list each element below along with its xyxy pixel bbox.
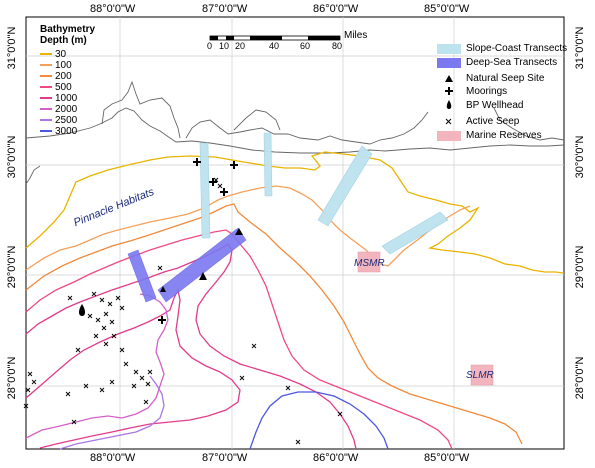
contour-3000 (249, 391, 389, 450)
contour-2500 (59, 375, 165, 450)
deep-sea-transect-icon (437, 58, 461, 68)
depth-contours (25, 151, 565, 450)
scale-unit: Miles (344, 30, 368, 41)
right-lat-label: 31°0'0"N (574, 26, 586, 70)
right-lat-label: 29°0'0"N (574, 245, 586, 289)
depth-swatch-icon (40, 86, 52, 89)
depth-legend-item: 3000 (40, 126, 77, 137)
bottom-lon-label: 87°0'0"W (202, 452, 248, 464)
legend-moorings: Moorings (466, 86, 508, 97)
bottom-lon-label: 88°0'0"W (90, 452, 136, 464)
depth-label: 2000 (55, 104, 78, 115)
mooring-cross (158, 316, 166, 324)
moorings (158, 158, 238, 324)
depth-swatch-icon (40, 108, 52, 111)
depth-legend-item: 200 (40, 71, 72, 82)
left-lat-label: 28°0'0"N (6, 356, 18, 400)
depth-swatch-icon (40, 53, 52, 56)
legend-subtitle: Depth (m) (40, 35, 87, 46)
scale-tick: 60 (300, 41, 311, 51)
bathymetry-legend-title: Bathymetry Depth (m) (40, 24, 95, 46)
contour-30 (25, 151, 565, 274)
slmr-reserve (470, 364, 494, 386)
seep-triangle (160, 286, 166, 292)
legend-title-line: Bathymetry (40, 24, 96, 35)
contour-2000 (25, 293, 169, 439)
slope-coast-transects (199, 132, 449, 255)
depth-swatch-icon (40, 119, 52, 122)
top-lon-label: 87°0'0"W (202, 3, 248, 15)
natural-seep-sites (160, 228, 243, 292)
top-lon-label: 85°0'0"W (424, 3, 470, 15)
bottom-lon-label: 85°0'0"W (424, 452, 470, 464)
cross-icon (445, 87, 453, 95)
depth-label: 30 (55, 49, 67, 60)
slmr-label: SLMR (466, 370, 494, 381)
top-lon-label: 88°0'0"W (90, 3, 136, 15)
scale-tick: 10 (219, 41, 230, 51)
legend-natural-seep: Natural Seep Site (466, 73, 545, 84)
depth-label: 100 (55, 60, 72, 71)
x-icon (445, 118, 452, 125)
legend-marine-reserves: Marine Reserves (466, 130, 542, 141)
depth-legend-item: 500 (40, 82, 72, 93)
mooring-cross (220, 188, 228, 196)
left-lat-label: 31°0'0"N (6, 26, 18, 70)
depth-label: 1000 (55, 93, 78, 104)
mooring-cross (209, 178, 217, 186)
left-lat-label: 30°0'0"N (6, 135, 18, 179)
left-lat-label: 29°0'0"N (6, 245, 18, 289)
deep-sea-transects (127, 227, 247, 303)
coastline (25, 80, 565, 185)
right-lat-label: 28°0'0"N (574, 356, 586, 400)
mooring-cross (193, 158, 201, 166)
mooring-cross (230, 161, 238, 169)
scale-tick: 40 (269, 41, 280, 51)
depth-swatch-icon (40, 64, 52, 67)
drop-icon (446, 100, 452, 109)
contour-1000-b (25, 288, 241, 449)
triangle-icon (445, 75, 453, 82)
marine-reserves (357, 251, 494, 386)
seep-triangle (199, 272, 207, 280)
legend-deep-sea: Deep-Sea Transects (466, 57, 558, 68)
graticule (26, 17, 564, 449)
contour-200 (25, 203, 523, 445)
contour-100 (25, 185, 471, 271)
depth-label: 2500 (55, 115, 78, 126)
depth-swatch-icon (40, 130, 52, 133)
scale-tick: 0 (207, 41, 213, 51)
bp-wellhead-icon (79, 304, 85, 316)
depth-label: 500 (55, 82, 72, 93)
depth-swatch-icon (40, 97, 52, 100)
depth-legend-item: 100 (40, 60, 72, 71)
right-lat-label: 30°0'0"N (574, 135, 586, 179)
depth-legend-item: 2500 (40, 115, 77, 126)
feature-legend-swatches (437, 44, 461, 141)
depth-label: 3000 (55, 126, 78, 137)
msmr-reserve (357, 251, 381, 273)
contour-500 (25, 229, 453, 450)
depth-swatch-icon (40, 75, 52, 78)
scale-tick: 80 (332, 41, 343, 51)
scale-bar (209, 35, 341, 41)
contour-1000 (25, 243, 357, 450)
msmr-label: MSMR (354, 258, 385, 269)
top-lon-label: 86°0'0"W (313, 3, 359, 15)
legend-bp-wellhead: BP Wellhead (466, 100, 524, 111)
slope-coast-transect-icon (437, 44, 461, 54)
seep-triangle (235, 228, 243, 235)
depth-label: 200 (55, 71, 72, 82)
scale-tick: 20 (235, 41, 246, 51)
depth-legend-item: 30 (40, 49, 66, 60)
active-seeps (23, 177, 343, 445)
legend-slope-coast: Slope-Coast Transects (466, 43, 568, 54)
depth-legend-item: 1000 (40, 93, 77, 104)
marine-reserve-icon (437, 131, 461, 141)
bottom-lon-label: 86°0'0"W (313, 452, 359, 464)
legend-active-seep: Active Seep (466, 116, 520, 127)
depth-legend-item: 2000 (40, 104, 77, 115)
